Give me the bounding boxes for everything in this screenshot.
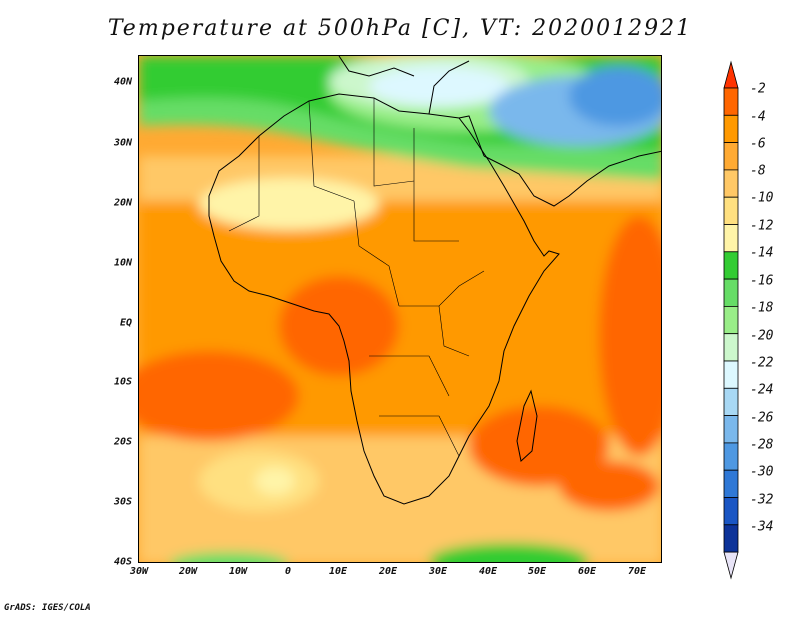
country-borders [228, 98, 485, 457]
colorbar-swatch [723, 469, 739, 498]
border-3 [373, 98, 415, 187]
cbar-label-m4: -4 [750, 109, 766, 125]
colorbar-swatch [723, 524, 739, 553]
levant-coast [428, 60, 470, 115]
cbar-label-m32: -32 [750, 492, 774, 508]
lon-label-20w: 20W [178, 566, 198, 577]
cbar-label-m30: -30 [750, 464, 774, 480]
colorbar-swatch [723, 87, 739, 116]
colorbar-swatch [723, 196, 739, 225]
lon-label-0: 0 [284, 566, 292, 577]
colorbar-swatch [723, 224, 739, 253]
cbar-label-m34: -34 [750, 519, 774, 535]
lon-label-40e: 40E [478, 566, 498, 577]
colorbar-swatch [723, 142, 739, 171]
field-warm-patch-indian [599, 216, 661, 456]
colorbar [723, 60, 739, 580]
border-6 [399, 270, 485, 307]
cbar-label-m16: -16 [750, 273, 774, 289]
colorbar-swatch [723, 497, 739, 526]
colorbar-swatch [723, 278, 739, 307]
colorbar-swatch [723, 442, 739, 471]
lat-label-40n: 40N [113, 76, 132, 88]
lat-label-30n: 30N [113, 137, 132, 149]
lat-label-20s: 20S [113, 436, 132, 448]
cbar-label-m8: -8 [750, 163, 766, 179]
field-cold-white [369, 66, 509, 106]
mediterranean-north [338, 56, 415, 77]
field-south-green-w [169, 552, 289, 562]
colorbar-swatch [723, 415, 739, 444]
lon-label-30e: 30E [428, 566, 448, 577]
lat-label-20n: 20N [113, 197, 132, 209]
lat-label-40s: 40S [113, 556, 132, 568]
cbar-label-m28: -28 [750, 437, 774, 453]
colorbar-top-arrow [723, 60, 739, 89]
red-sea-coast [458, 115, 485, 157]
field-warm-core-sw [255, 467, 295, 495]
colorbar-swatch [723, 251, 739, 280]
lon-label-50e: 50E [527, 566, 547, 577]
cbar-label-m22: -22 [750, 355, 774, 371]
border-4 [413, 128, 459, 242]
field-warm-patch-se [559, 461, 659, 511]
colorbar-swatch [723, 360, 739, 389]
cbar-label-m12: -12 [750, 218, 774, 234]
cbar-label-m18: -18 [750, 300, 774, 316]
madagascar-outline [516, 389, 538, 462]
cbar-label-m24: -24 [750, 382, 774, 398]
field-warm-patch-mozambique [469, 406, 609, 486]
cbar-label-m6: -6 [750, 136, 766, 152]
colorbar-swatch [723, 305, 739, 335]
lon-label-10e: 10E [328, 566, 348, 577]
temperature-field [139, 56, 661, 562]
field-cold-deep [569, 66, 661, 126]
lon-label-10w: 10W [228, 566, 248, 577]
coastlines [208, 56, 661, 505]
lon-label-30w: 30W [129, 566, 149, 577]
lat-label-30s: 30S [113, 496, 132, 508]
lon-label-20e: 20E [378, 566, 398, 577]
temperature-map [138, 55, 662, 563]
border-7 [369, 355, 450, 397]
map-title: Temperature at 500hPa [C], VT: 202001292… [107, 16, 693, 41]
colorbar-swatch [723, 169, 739, 198]
lat-label-10n: 10N [113, 257, 132, 269]
border-9 [438, 305, 470, 357]
colorbar-bottom-arrow [723, 551, 739, 580]
arabia-coast [483, 150, 661, 207]
cbar-label-m20: -20 [750, 328, 774, 344]
border-8 [379, 415, 460, 457]
field-sahara-yellow [199, 178, 379, 230]
cbar-label-m14: -14 [750, 245, 774, 261]
cbar-label-m26: -26 [750, 410, 774, 426]
colorbar-swatch [723, 387, 739, 416]
border-5 [353, 200, 400, 307]
cbar-label-m10: -10 [750, 190, 774, 206]
grads-credit: GrADS: IGES/COLA [4, 603, 91, 613]
border-2 [308, 100, 355, 202]
lon-label-70e: 70E [627, 566, 647, 577]
field-warm-patch-sw [139, 351, 299, 441]
africa-outline [208, 93, 560, 505]
lat-label-eq: EQ [119, 317, 132, 329]
field-south-green [429, 543, 589, 562]
cbar-label-m2: -2 [750, 81, 766, 97]
colorbar-swatch [723, 114, 739, 143]
colorbar-swatch [723, 333, 739, 362]
lat-label-10s: 10S [113, 376, 132, 388]
lon-label-60e: 60E [577, 566, 597, 577]
border-1 [228, 136, 260, 232]
